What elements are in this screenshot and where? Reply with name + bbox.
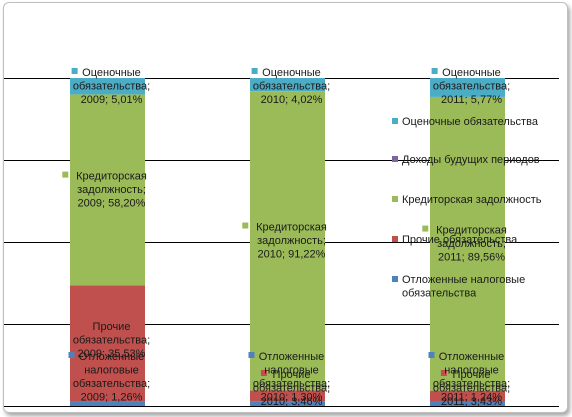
svg-text:Отложенные: Отложенные [79, 351, 145, 363]
data-label-оценочные-обязательства-2010: Оценочные обязательства;2010; 4,02% [251, 67, 330, 106]
data-label-оценочные-обязательства-2009: Оценочные обязательства;2009; 5,01% [71, 67, 150, 106]
svg-text:Кредиторская: Кредиторская [436, 225, 507, 237]
data-label-key-icon [431, 68, 438, 74]
legend-swatch-icon [392, 118, 398, 124]
legend: Оценочные обязательства Доходы будущих пе… [392, 116, 542, 300]
svg-text:налоговые: налоговые [444, 365, 499, 377]
svg-text:обязательства;: обязательства; [253, 383, 330, 395]
data-label-key-icon [248, 352, 255, 358]
legend-item-оценочные-обязательства: Оценочные обязательства [392, 116, 539, 128]
svg-text:задолжность;: задолжность; [77, 184, 146, 196]
data-label-key-icon [428, 352, 435, 358]
svg-text:2010; 3,46%: 2010; 3,46% [261, 396, 323, 408]
svg-text:Оценочные: Оценочные [442, 67, 501, 79]
bar-оценочные-обязательства-2011 [430, 78, 505, 97]
svg-text:обязательства;: обязательства; [433, 81, 510, 93]
bar-прочие-обязательства-2009 [70, 285, 145, 402]
svg-text:2010; 1,30%: 2010; 1,30% [261, 392, 323, 404]
data-label-оценочные-обязательства-2011: Оценочные обязательства;2011; 5,77% [431, 67, 510, 106]
svg-text:2010; 4,02%: 2010; 4,02% [261, 94, 323, 106]
svg-text:2010; 91,22%: 2010; 91,22% [258, 249, 326, 261]
svg-text:Кредиторская: Кредиторская [256, 222, 327, 234]
svg-text:Отложенные налоговые: Отложенные налоговые [402, 274, 525, 286]
svg-text:2011; 5,77%: 2011; 5,77% [441, 94, 502, 106]
legend-item-доходы-будущих-периодов: Доходы будущих периодов [392, 154, 540, 166]
data-label-key-icon [62, 171, 69, 178]
data-label-key-icon [68, 352, 75, 358]
svg-text:2009; 1,26%: 2009; 1,26% [81, 392, 143, 404]
bar-оценочные-обязательства-2009 [70, 78, 145, 95]
svg-text:2011; 89,56%: 2011; 89,56% [438, 252, 505, 264]
svg-text:обязательства;: обязательства; [73, 81, 150, 93]
legend-item-кредиторская-задолжность: Кредиторская задолжность [392, 194, 542, 206]
data-label-key-icon [242, 222, 249, 229]
svg-text:обязательства;: обязательства; [253, 378, 330, 390]
data-label-key-icon [440, 370, 447, 376]
svg-text:Прочие: Прочие [453, 369, 491, 381]
svg-text:Прочие: Прочие [93, 321, 131, 333]
data-label-key-icon [80, 322, 87, 328]
svg-text:2011; 3,43%: 2011; 3,43% [441, 396, 502, 408]
svg-text:Прочие обязательства: Прочие обязательства [402, 234, 518, 246]
svg-text:2011; 1,24%: 2011; 1,24% [441, 392, 502, 404]
svg-text:обязательства;: обязательства; [433, 378, 510, 390]
svg-text:обязательства;: обязательства; [253, 81, 330, 93]
bar-кредиторская-задолжность-2010 [250, 91, 325, 391]
svg-text:Кредиторская задолжность: Кредиторская задолжность [402, 194, 542, 206]
svg-text:налоговые: налоговые [264, 365, 319, 377]
svg-text:2009; 35,53%: 2009; 35,53% [78, 348, 146, 360]
data-label-key-icon [422, 225, 429, 232]
chart-frame: Оценочные обязательства; 2009; 5,01% Оценоч… [3, 2, 568, 413]
bar-прочие-обязательства-2010 [250, 390, 325, 402]
svg-text:Прочие: Прочие [273, 369, 311, 381]
svg-text:Отложенные: Отложенные [439, 351, 505, 363]
svg-text:обязательства;: обязательства; [73, 378, 150, 390]
svg-text:обязательства;: обязательства; [433, 383, 510, 395]
svg-text:2009; 5,01%: 2009; 5,01% [81, 94, 143, 106]
svg-text:Оценочные: Оценочные [262, 67, 321, 79]
svg-text:налоговые: налоговые [84, 365, 139, 377]
bar-отложенные-налоговые-обязательства-2009 [70, 401, 145, 406]
bar-кредиторская-задолжность-2009 [70, 94, 145, 286]
svg-text:обязательства;: обязательства; [73, 335, 150, 347]
legend-item-прочие-обязательства: Прочие обязательства [392, 234, 518, 246]
bar-кредиторская-задолжность-2011 [430, 96, 505, 391]
bar-отложенные-налоговые-обязательства-2011 [430, 401, 505, 406]
bar-оценочные-обязательства-2010 [250, 78, 325, 92]
data-label-прочие-обязательства-2009: Прочие обязательства;2009; 35,53% [73, 321, 150, 360]
data-label-key-icon [260, 370, 267, 376]
legend-swatch-icon [392, 156, 398, 162]
legend-swatch-icon [392, 236, 398, 242]
bars [70, 78, 505, 406]
legend-swatch-icon [392, 196, 398, 202]
legend-swatch-icon [392, 276, 398, 282]
svg-text:задолжность;: задолжность; [257, 235, 326, 247]
svg-text:2009; 58,20%: 2009; 58,20% [78, 198, 146, 210]
data-label-key-icon [71, 68, 78, 74]
svg-text:Отложенные: Отложенные [259, 351, 325, 363]
svg-text:задолжность;: задолжность; [437, 238, 506, 250]
bar-отложенные-налоговые-обязательства-2010 [250, 401, 325, 406]
svg-text:Оценочные обязательства: Оценочные обязательства [402, 116, 539, 128]
svg-text:Оценочные: Оценочные [82, 67, 141, 79]
svg-text:Доходы будущих периодов: Доходы будущих периодов [402, 154, 540, 166]
bar-прочие-обязательства-2011 [430, 390, 505, 402]
legend-item-отложенные-налоговые-обязательства: Отложенные налоговые обязательства [392, 274, 525, 300]
data-label-key-icon [251, 68, 258, 74]
svg-text:Кредиторская: Кредиторская [76, 171, 147, 183]
svg-text:обязательства: обязательства [402, 288, 477, 300]
